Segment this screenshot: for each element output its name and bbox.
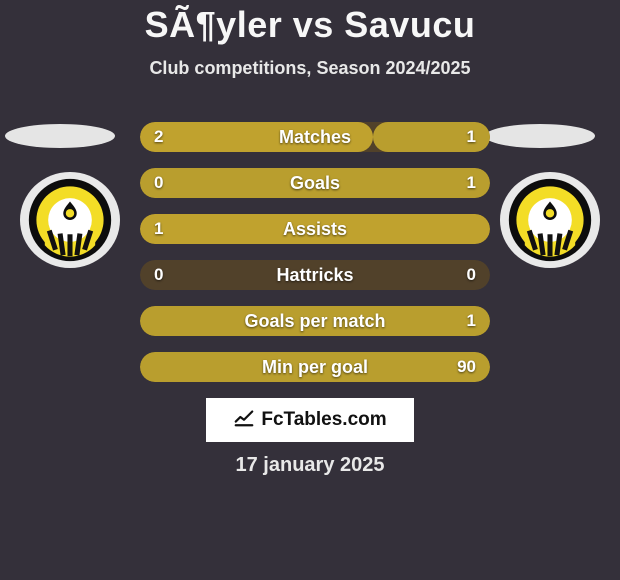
stat-value-left bbox=[140, 352, 168, 382]
stat-label: Goals bbox=[140, 168, 490, 198]
club-badge-left bbox=[20, 172, 120, 268]
stat-value-right: 1 bbox=[453, 122, 490, 152]
stat-value-right: 0 bbox=[453, 260, 490, 290]
stat-label: Hattricks bbox=[140, 260, 490, 290]
brand-link[interactable]: FcTables.com bbox=[206, 398, 414, 442]
player-photo-placeholder-right bbox=[485, 124, 595, 148]
stat-row-goals-per-match: Goals per match1 bbox=[140, 306, 490, 336]
brand-chart-icon bbox=[233, 406, 255, 434]
stat-value-right bbox=[462, 214, 490, 244]
stat-value-right: 1 bbox=[453, 168, 490, 198]
club-badge-right bbox=[500, 172, 600, 268]
stat-label: Assists bbox=[140, 214, 490, 244]
stat-value-left: 1 bbox=[140, 214, 177, 244]
subtitle: Club competitions, Season 2024/2025 bbox=[0, 58, 620, 79]
comparison-date: 17 january 2025 bbox=[0, 454, 620, 477]
stats-panel: Matches21Goals01Assists1Hattricks00Goals… bbox=[140, 122, 490, 398]
stat-value-left: 2 bbox=[140, 122, 177, 152]
player-photo-placeholder-left bbox=[5, 124, 115, 148]
stat-row-hattricks: Hattricks0 0 bbox=[140, 260, 490, 290]
stat-row-min-per-goal: Min per goal90 bbox=[140, 352, 490, 382]
stat-value-right: 90 bbox=[443, 352, 490, 382]
stat-value-left bbox=[140, 306, 168, 336]
stat-label: Goals per match bbox=[140, 306, 490, 336]
stat-row-goals: Goals0 1 bbox=[140, 168, 490, 198]
brand-text: FcTables.com bbox=[261, 409, 386, 431]
comparison-card: SÃ¶yler vs Savucu Club competitions, Sea… bbox=[0, 0, 620, 580]
stat-row-matches: Matches2 1 bbox=[140, 122, 490, 152]
stat-value-left: 0 bbox=[140, 168, 177, 198]
page-title: SÃ¶yler vs Savucu bbox=[0, 4, 620, 46]
stat-label: Min per goal bbox=[140, 352, 490, 382]
stat-label: Matches bbox=[140, 122, 490, 152]
stat-row-assists: Assists1 bbox=[140, 214, 490, 244]
stat-value-right: 1 bbox=[453, 306, 490, 336]
stat-value-left: 0 bbox=[140, 260, 177, 290]
